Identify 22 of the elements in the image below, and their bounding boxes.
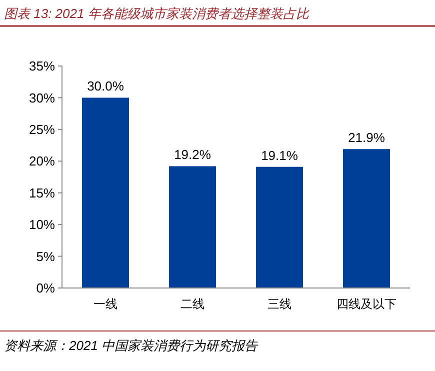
x-tick-label: 四线及以下	[336, 297, 396, 311]
text: 资料来源：2021 中国家装消费行为研究报告	[4, 338, 259, 353]
bar	[343, 149, 390, 288]
bar	[82, 98, 129, 288]
bar	[169, 166, 216, 288]
x-tick-label: 三线	[268, 297, 292, 311]
y-tick-label: 20%	[28, 154, 56, 169]
data-label: 30.0%	[87, 78, 124, 94]
data-label: 21.9%	[348, 130, 386, 146]
y-tick-label: 5%	[36, 248, 56, 264]
y-tick-label: 15%	[28, 185, 56, 200]
x-tick-label: 二线	[180, 297, 204, 311]
x-tick-label: 一线	[94, 297, 118, 311]
y-tick-label: 25%	[28, 122, 56, 137]
bar	[256, 166, 303, 288]
y-tick-label: 35%	[28, 58, 56, 74]
chart-title: 图表 13: 2021 年各能级城市家装消费者选择整装占比	[4, 6, 310, 21]
y-tick-label: 30%	[28, 90, 56, 106]
data-label: 19.1%	[261, 148, 298, 163]
y-tick-label: 0%	[36, 280, 56, 296]
y-tick-label: 10%	[28, 217, 56, 232]
data-label: 19.2%	[174, 147, 212, 162]
